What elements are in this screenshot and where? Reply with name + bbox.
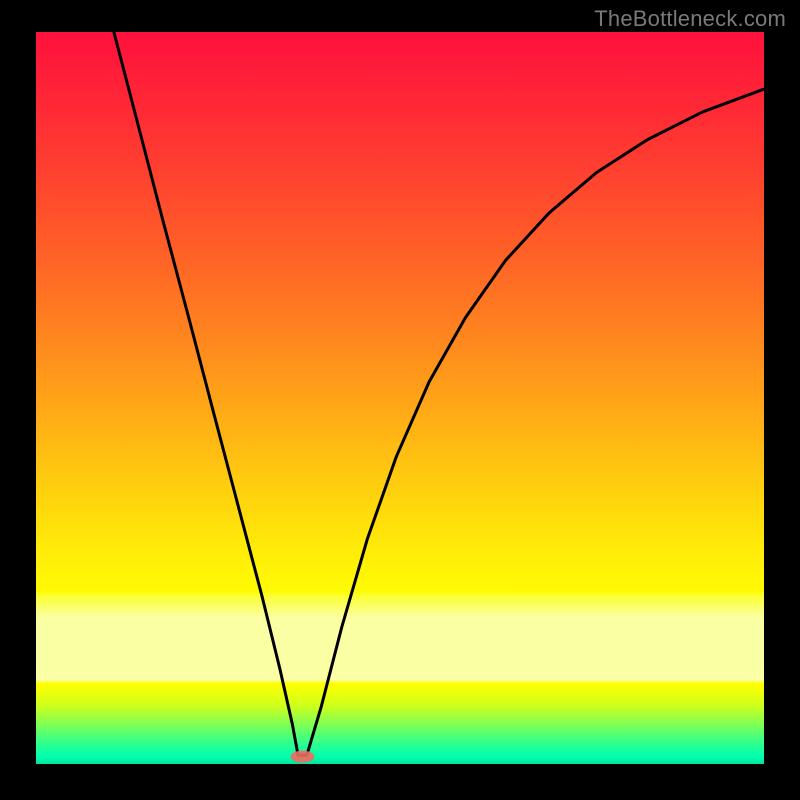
plot-background (36, 32, 764, 764)
watermark-text: TheBottleneck.com (594, 6, 786, 32)
chart-container: TheBottleneck.com (0, 0, 800, 800)
minimum-marker (290, 751, 314, 763)
chart-svg (0, 0, 800, 800)
